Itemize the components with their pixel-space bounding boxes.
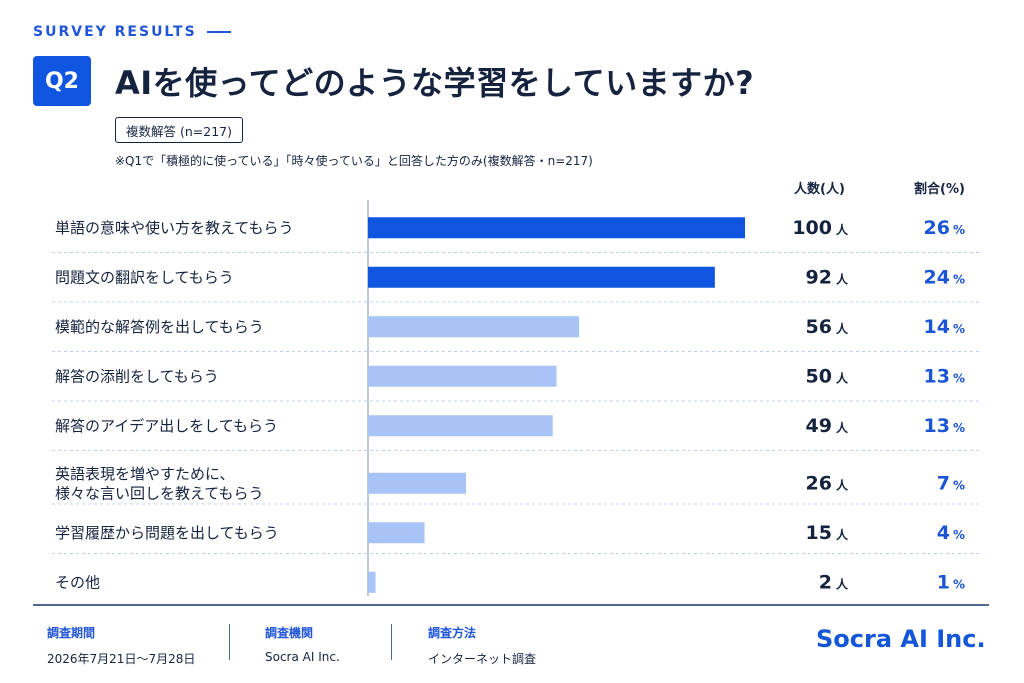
percent-unit: % bbox=[953, 322, 965, 336]
category-label: 解答のアイデア出しをしてもらう bbox=[55, 417, 278, 435]
bar bbox=[368, 522, 425, 544]
page-title: AIを使ってどのような学習をしていますか? bbox=[115, 64, 755, 102]
count-unit: 人 bbox=[836, 527, 849, 542]
count-column-header: 人数(人) bbox=[794, 182, 845, 197]
survey-period: 調査期間 2026年7月21日〜7月28日 bbox=[47, 624, 195, 667]
percent-value: 26 bbox=[924, 217, 950, 239]
percent-value: 13 bbox=[924, 415, 950, 437]
question-badge: Q2 bbox=[33, 56, 91, 106]
category-label: 単語の意味や使い方を教えてもらう bbox=[55, 219, 294, 237]
percent-value: 13 bbox=[924, 365, 950, 387]
percent-unit: % bbox=[953, 421, 965, 435]
percent-unit: % bbox=[953, 371, 965, 385]
percent-column-header: 割合(%) bbox=[914, 182, 965, 197]
category-label: 解答の添削をしてもらう bbox=[55, 367, 219, 385]
method-label: 調査方法 bbox=[428, 626, 477, 640]
percent-value: 4 bbox=[937, 522, 950, 544]
percent-value: 14 bbox=[924, 316, 950, 338]
count-value: 92 bbox=[806, 266, 832, 288]
survey-method: 調査方法 インターネット調査 bbox=[428, 624, 536, 667]
bar bbox=[368, 472, 467, 494]
count-value: 49 bbox=[806, 415, 832, 437]
category-label: 問題文の翻訳をしてもらう bbox=[55, 268, 234, 286]
bar bbox=[368, 415, 553, 437]
percent-value: 7 bbox=[937, 472, 950, 494]
count-value: 2 bbox=[819, 571, 832, 593]
percent-unit: % bbox=[953, 272, 965, 286]
count-unit: 人 bbox=[836, 576, 849, 591]
category-label: 学習履歴から問題を出してもらう bbox=[55, 524, 279, 542]
multi-answer-tag: 複数解答 (n=217) bbox=[115, 117, 243, 143]
count-unit: 人 bbox=[836, 222, 849, 237]
survey-organization: 調査機関 Socra AI Inc. bbox=[265, 624, 340, 664]
count-unit: 人 bbox=[836, 477, 849, 492]
percent-unit: % bbox=[953, 528, 965, 542]
percent-unit: % bbox=[953, 478, 965, 492]
kicker-line bbox=[206, 31, 231, 33]
period-value: 2026年7月21日〜7月28日 bbox=[47, 652, 196, 666]
kicker-text: SURVEY RESULTS bbox=[33, 24, 197, 40]
count-unit: 人 bbox=[836, 271, 849, 286]
percent-unit: % bbox=[953, 577, 965, 591]
bar-chart: 単語の意味や使い方を教えてもらう 100 人 26 %問題文の翻訳をしてもらう 92 人 24… bbox=[52, 200, 980, 596]
org-value: Socra AI Inc. bbox=[265, 650, 340, 664]
period-label: 調査期間 bbox=[47, 626, 96, 640]
percent-value: 1 bbox=[937, 571, 950, 593]
count-value: 26 bbox=[806, 472, 832, 494]
bar bbox=[368, 217, 745, 239]
method-value: インターネット調査 bbox=[428, 652, 537, 666]
footer-separator bbox=[229, 624, 230, 660]
percent-value: 24 bbox=[924, 266, 950, 288]
count-value: 15 bbox=[806, 522, 832, 544]
category-label: その他 bbox=[55, 573, 100, 591]
category-label: 模範的な解答例を出してもらう bbox=[55, 318, 264, 336]
count-unit: 人 bbox=[836, 420, 849, 435]
percent-unit: % bbox=[953, 223, 965, 237]
count-value: 100 bbox=[792, 217, 832, 239]
bar bbox=[368, 266, 715, 288]
respondent-note: ※Q1で「積極的に使っている」「時々使っている」と回答した方のみ(複数解答・n=… bbox=[115, 154, 593, 168]
bar bbox=[368, 316, 580, 338]
count-value: 56 bbox=[806, 316, 832, 338]
bar bbox=[368, 365, 557, 387]
count-unit: 人 bbox=[836, 370, 849, 385]
org-label: 調査機関 bbox=[265, 626, 314, 640]
brand-logo-text: Socra AI Inc. bbox=[816, 625, 986, 653]
category-label: 英語表現を増やすために、様々な言い回しを教えてもらう bbox=[55, 465, 264, 503]
count-unit: 人 bbox=[836, 321, 849, 336]
survey-results-kicker: SURVEY RESULTS bbox=[33, 24, 231, 40]
footer-divider bbox=[33, 604, 989, 606]
count-value: 50 bbox=[806, 365, 832, 387]
footer-separator bbox=[391, 624, 392, 660]
bar bbox=[368, 571, 376, 593]
